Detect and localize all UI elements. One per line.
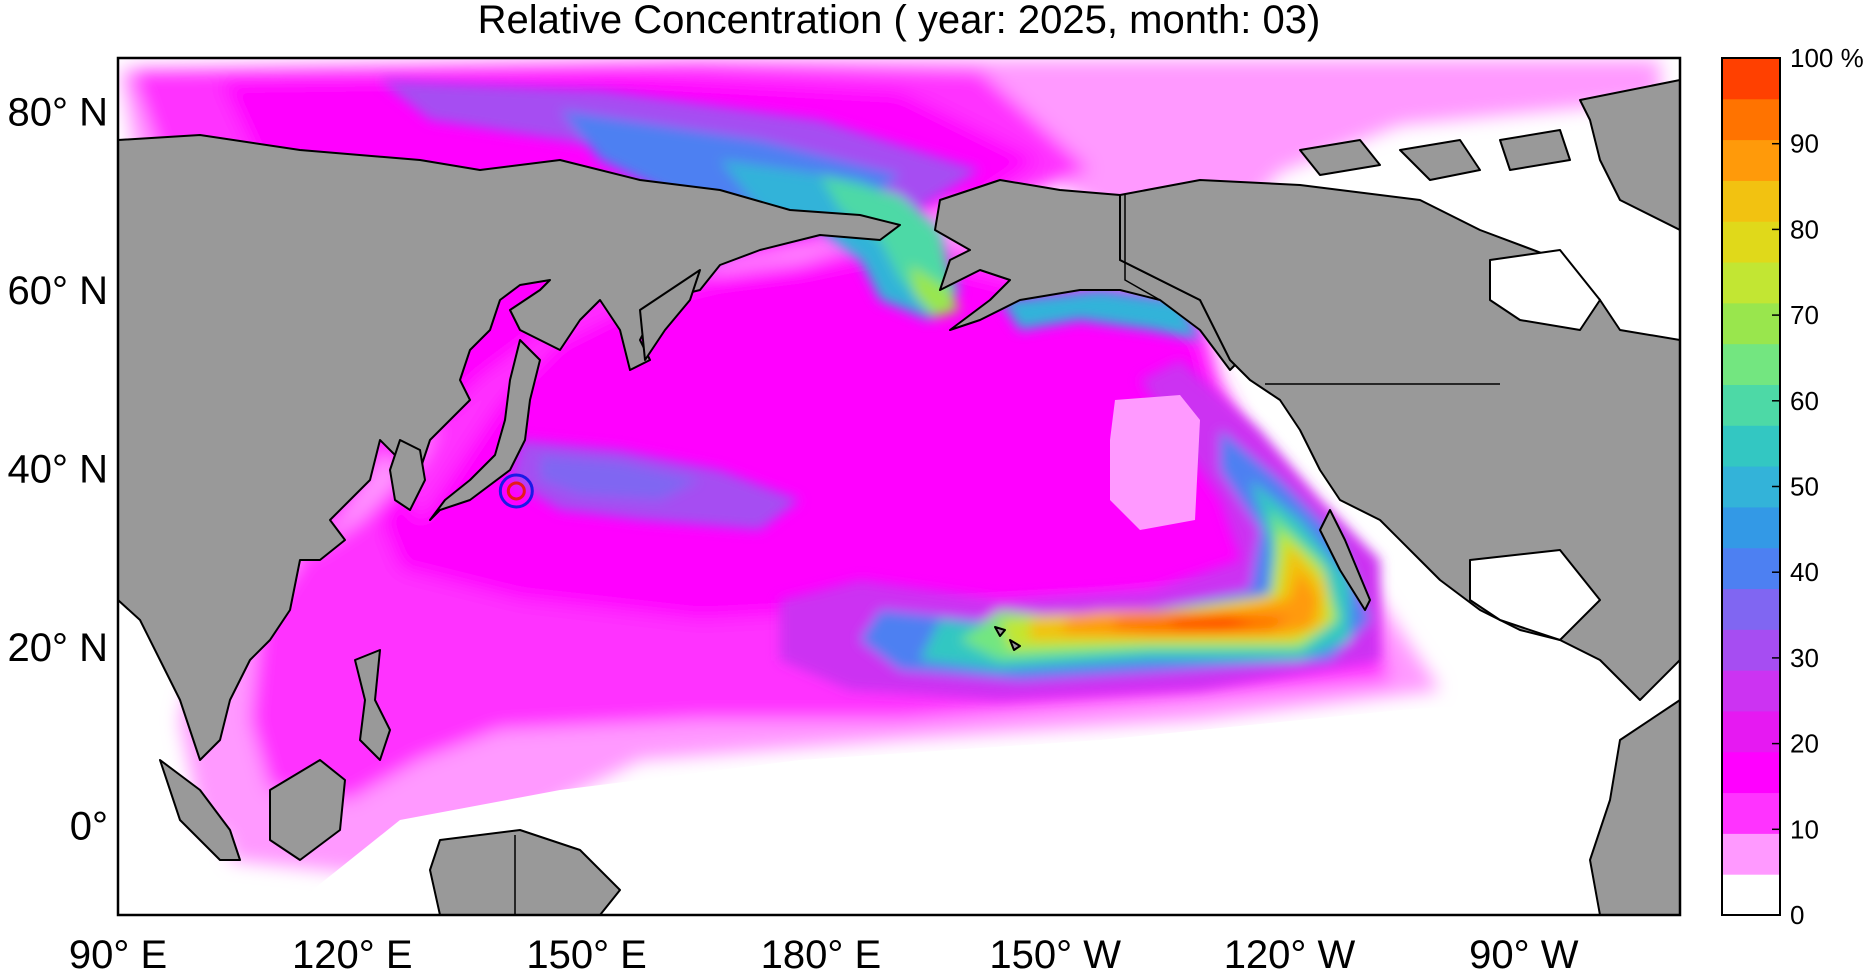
longitude-labels: 90° E 120° E 150° E 180° E 150° W 120° W 90° W: [69, 933, 1579, 977]
lon-label-6: 90° W: [1469, 933, 1579, 972]
map-frame: [116, 56, 1682, 917]
land-eurasia: [118, 134, 901, 761]
land-masses: [118, 79, 1680, 915]
colorbar-swatch-5: [1722, 670, 1780, 712]
colorbar-swatch-19: [1722, 98, 1780, 141]
zero-pocket-east: [1110, 395, 1200, 530]
lat-label-2: 40° N: [8, 448, 109, 492]
land-gulf-of-mexico: [1469, 549, 1601, 641]
colorbar-label-10: 100 %: [1790, 43, 1863, 73]
land-hudson-lakes: [1489, 249, 1601, 331]
colorbar-swatch-15: [1722, 262, 1780, 304]
land-hawaii: [994, 626, 1021, 651]
source-marker-outer-ring: [498, 473, 534, 509]
colorbar-swatch-6: [1722, 629, 1780, 671]
colorbar-label-6: 60: [1790, 386, 1819, 416]
colorbar-label-3: 30: [1790, 643, 1819, 673]
lon-label-5: 120° W: [1224, 933, 1356, 972]
land-sumatra: [159, 759, 241, 861]
land-philippines: [354, 649, 391, 761]
colorbar-label-5: 50: [1790, 472, 1819, 502]
colorbar-swatch-20: [1722, 58, 1780, 100]
colorbar-label-2: 20: [1790, 729, 1819, 759]
source-marker-inner-ring: [506, 481, 526, 501]
colorbar-swatch-11: [1722, 425, 1780, 467]
lat-label-1: 60° N: [8, 269, 109, 313]
land-korea: [389, 439, 426, 511]
colorbar-swatch-8: [1722, 547, 1780, 590]
colorbar-swatch-0: [1722, 874, 1780, 916]
colorbar-label-8: 80: [1790, 214, 1819, 244]
colorbar-label-1: 10: [1790, 814, 1819, 844]
land-japan: [429, 339, 541, 521]
colorbar-swatch-4: [1722, 710, 1780, 753]
colorbar: 0 10 20 30 40 50 60 70 80 90 100 %: [1721, 43, 1863, 930]
border-alaska-canada: [1124, 195, 1161, 301]
colorbar-swatch-10: [1722, 466, 1780, 508]
colorbar-swatch-1: [1722, 833, 1780, 875]
colorbar-swatch-3: [1722, 751, 1780, 794]
land-arctic-islands: [1299, 129, 1571, 181]
band-100-plume: [1170, 618, 1255, 630]
colorbar-swatch-17: [1722, 180, 1780, 222]
band-10-arctic: [1050, 62, 1660, 185]
colorbar-label-4: 40: [1790, 557, 1819, 587]
land-baja: [1319, 509, 1371, 611]
colorbar-swatch-13: [1722, 343, 1780, 385]
colorbar-swatch-12: [1722, 384, 1780, 426]
source-marker: [498, 473, 534, 509]
map-title: Relative Concentration ( year: 2025, mon…: [477, 0, 1321, 42]
colorbar-swatch-2: [1722, 792, 1780, 834]
lon-label-2: 150° E: [526, 933, 647, 972]
band-40-alaska-coast: [1000, 290, 1200, 340]
land-borneo: [269, 759, 346, 861]
colorbar-label-0: 0: [1790, 900, 1804, 930]
land-kamchatka: [639, 269, 701, 361]
colorbar-label-7: 70: [1790, 300, 1819, 330]
land-greenland: [1579, 79, 1680, 231]
land-new-guinea: [429, 829, 621, 915]
colorbar-swatch-18: [1722, 139, 1780, 181]
colorbar-swatch-16: [1722, 221, 1780, 263]
lon-label-0: 90° E: [69, 933, 167, 972]
lon-label-3: 180° E: [761, 933, 882, 972]
map-area: [118, 58, 1680, 915]
lat-label-0: 80° N: [8, 91, 109, 135]
colorbar-label-9: 90: [1790, 129, 1819, 159]
colorbar-swatch-14: [1722, 302, 1780, 345]
lon-label-4: 150° W: [989, 933, 1121, 972]
colorbar-swatch-9: [1722, 506, 1780, 549]
lat-label-3: 20° N: [8, 626, 109, 670]
band-70-bering: [910, 265, 960, 318]
band-30-arctic: [380, 80, 980, 300]
band-35-japan: [540, 455, 700, 500]
border-lines: [514, 195, 1500, 915]
colorbar-swatch-7: [1722, 588, 1780, 630]
lon-label-1: 120° E: [292, 933, 413, 972]
lat-label-4: 0°: [70, 805, 108, 849]
land-south-america: [1589, 699, 1680, 915]
latitude-labels: 80° N 60° N 40° N 20° N 0°: [8, 91, 109, 849]
